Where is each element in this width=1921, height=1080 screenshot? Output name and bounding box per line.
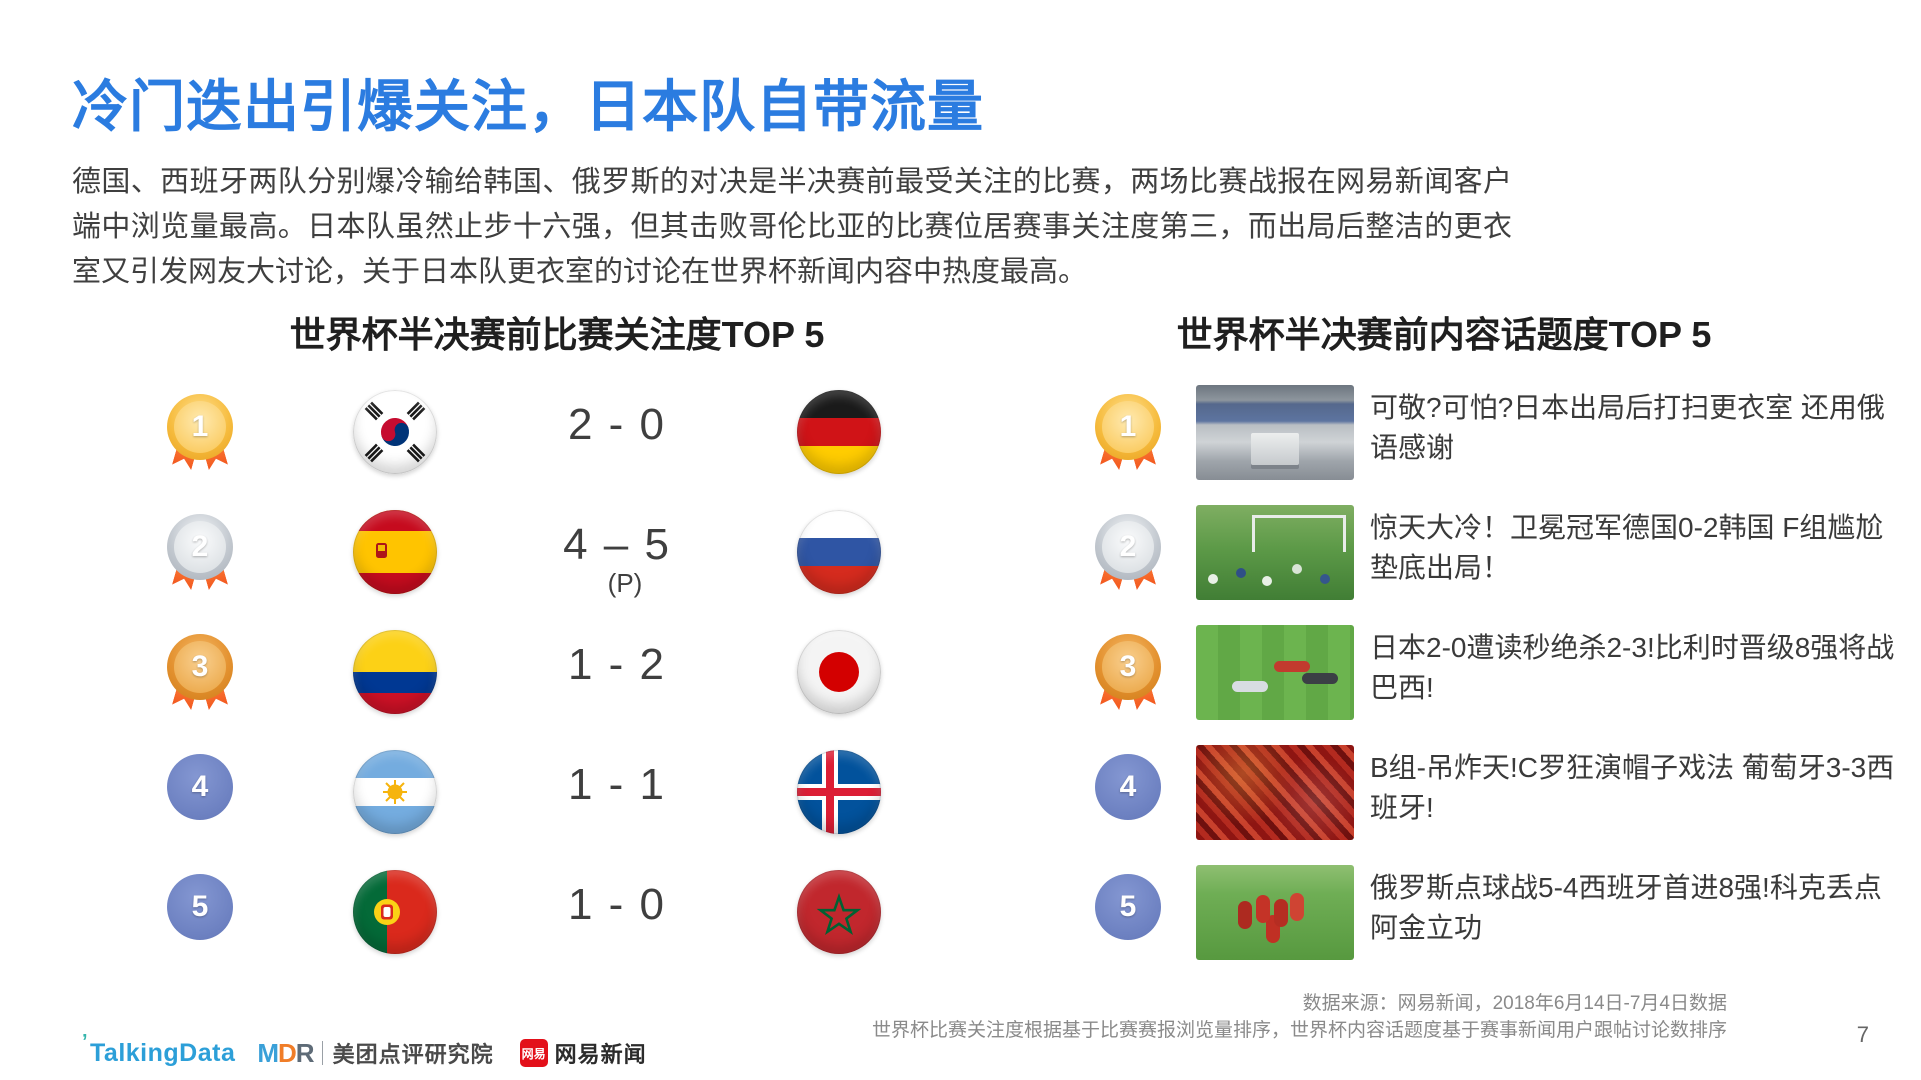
topic-row-4: 4 B组-吊炸天!C罗狂演帽子戏法 葡萄牙3-3西班牙! bbox=[1095, 732, 1905, 852]
rank-5-medal: 5 bbox=[1095, 874, 1161, 940]
russia-flag-icon bbox=[797, 510, 881, 594]
rank-4-medal: 4 bbox=[1095, 754, 1161, 820]
mdr-letter-r: R bbox=[295, 1037, 315, 1068]
netease-logo-icon: 网易 bbox=[519, 1039, 548, 1067]
portugal-flag-icon bbox=[353, 870, 437, 954]
rank-2-medal: 2 bbox=[167, 514, 233, 580]
topic-ranking-list: 1 可敬?可怕?日本出局后打扫更衣室 还用俄语感谢 2 惊天大冷！卫冕冠军德国0… bbox=[1095, 372, 1905, 972]
topic-row-3: 3 日本2-0遭读秒绝杀2-3!比利时晋级8强将战巴西! bbox=[1095, 612, 1905, 732]
match-score: 4 – 5 (P) bbox=[507, 520, 727, 599]
rank-1-medal: 1 bbox=[1095, 394, 1161, 460]
score-note: (P) bbox=[607, 568, 643, 598]
rank-number: 1 bbox=[191, 410, 209, 443]
rank-number: 4 bbox=[191, 770, 209, 803]
mdr-letter-m: M bbox=[257, 1037, 279, 1068]
south-korea-flag-icon bbox=[353, 390, 437, 474]
news-headline: 惊天大冷！卫冕冠军德国0-2韩国 F组尴尬垫底出局！ bbox=[1370, 512, 1884, 583]
summary-paragraph: 德国、西班牙两队分别爆冷输给韩国、俄罗斯的对决是半决赛前最受关注的比赛，两场比赛… bbox=[72, 166, 1512, 288]
logo-divider bbox=[321, 1041, 323, 1065]
rank-number: 2 bbox=[1119, 530, 1137, 563]
score-value: 1 - 2 bbox=[567, 640, 667, 689]
right-section-title: 世界杯半决赛前内容话题度TOP 5 bbox=[1176, 314, 1712, 355]
rank-4-medal: 4 bbox=[167, 754, 233, 820]
rank-number: 4 bbox=[1119, 770, 1137, 803]
morocco-flag-icon bbox=[797, 870, 881, 954]
iceland-flag-icon bbox=[797, 750, 881, 834]
talkingdata-logo: ’ TalkingData bbox=[82, 1031, 236, 1068]
score-value: 1 - 1 bbox=[567, 760, 667, 809]
footer-logos: ’ TalkingData M D R 美团点评研究院 网易 网易新闻 bbox=[82, 1031, 647, 1069]
colombia-flag-icon bbox=[353, 630, 437, 714]
rank-number: 2 bbox=[191, 530, 209, 563]
score-value: 4 – 5 bbox=[563, 520, 671, 569]
match-row-2: 2 4 – 5 (P) bbox=[167, 492, 881, 612]
mdr-letter-d: D bbox=[278, 1037, 297, 1068]
score-value: 1 - 0 bbox=[567, 880, 667, 929]
rank-1-medal: 1 bbox=[167, 394, 233, 460]
team-celebration-photo bbox=[1196, 865, 1354, 960]
news-headline: 俄罗斯点球战5-4西班牙首进8强!科克丢点阿金立功 bbox=[1370, 872, 1882, 943]
score-value: 2 - 0 bbox=[567, 400, 667, 449]
rank-3-medal: 3 bbox=[167, 634, 233, 700]
germany-flag-icon bbox=[797, 390, 881, 474]
match-row-5: 5 1 - 0 bbox=[167, 852, 881, 972]
page-number: 7 bbox=[1856, 1022, 1869, 1047]
data-source-note: 数据来源：网易新闻，2018年6月14日-7月4日数据 世界杯比赛关注度根据基于… bbox=[872, 990, 1727, 1044]
match-row-3: 3 1 - 2 bbox=[167, 612, 881, 732]
rank-number: 1 bbox=[1119, 410, 1137, 443]
netease-news-wordmark: 网易新闻 bbox=[554, 1042, 647, 1067]
rank-number: 5 bbox=[191, 890, 209, 923]
red-fans-crowd-photo bbox=[1196, 745, 1354, 840]
topic-row-5: 5 俄罗斯点球战5-4西班牙首进8强!科克丢点阿金立功 bbox=[1095, 852, 1905, 972]
page-title: 冷门迭出引爆关注，日本队自带流量 bbox=[72, 75, 984, 138]
match-row-4: 4 1 - 1 bbox=[167, 732, 881, 852]
rank-2-medal: 2 bbox=[1095, 514, 1161, 580]
japan-flag-icon bbox=[797, 630, 881, 714]
rank-3-medal: 3 bbox=[1095, 634, 1161, 700]
match-score: 2 - 0 bbox=[507, 400, 727, 449]
news-headline: 日本2-0遭读秒绝杀2-3!比利时晋级8强将战巴西! bbox=[1370, 632, 1895, 703]
match-ranking-list: 1 bbox=[167, 372, 881, 972]
rank-number: 5 bbox=[1119, 890, 1137, 923]
source-line-2: 世界杯比赛关注度根据基于比赛赛报浏览量排序，世界杯内容话题度基于赛事新闻用户跟帖… bbox=[871, 1020, 1727, 1041]
goal-scramble-photo bbox=[1196, 505, 1354, 600]
topic-row-2: 2 惊天大冷！卫冕冠军德国0-2韩国 F组尴尬垫底出局！ bbox=[1095, 492, 1905, 612]
spain-flag-icon bbox=[353, 510, 437, 594]
match-score: 1 - 1 bbox=[507, 760, 727, 809]
talkingdata-tick-icon: ’ bbox=[82, 1030, 89, 1053]
meituan-institute-logo: 美团点评研究院 bbox=[332, 1042, 494, 1067]
match-row-1: 1 bbox=[167, 372, 881, 492]
locker-room-photo bbox=[1196, 385, 1354, 480]
news-headline: 可敬?可怕?日本出局后打扫更衣室 还用俄语感谢 bbox=[1370, 392, 1885, 463]
mdr-logo: M D R bbox=[257, 1037, 315, 1069]
talkingdata-wordmark: TalkingData bbox=[90, 1038, 236, 1067]
news-headline: B组-吊炸天!C罗狂演帽子戏法 葡萄牙3-3西班牙! bbox=[1370, 752, 1895, 823]
match-score: 1 - 0 bbox=[507, 880, 727, 929]
left-section-title: 世界杯半决赛前比赛关注度TOP 5 bbox=[289, 314, 825, 355]
match-score: 1 - 2 bbox=[507, 640, 727, 689]
argentina-flag-icon bbox=[353, 750, 437, 834]
rank-5-medal: 5 bbox=[167, 874, 233, 940]
source-line-1: 数据来源：网易新闻，2018年6月14日-7月4日数据 bbox=[1302, 993, 1727, 1014]
rank-number: 3 bbox=[191, 650, 209, 683]
rank-number: 3 bbox=[1119, 650, 1137, 683]
topic-row-1: 1 可敬?可怕?日本出局后打扫更衣室 还用俄语感谢 bbox=[1095, 372, 1905, 492]
dejected-player-photo bbox=[1196, 625, 1354, 720]
